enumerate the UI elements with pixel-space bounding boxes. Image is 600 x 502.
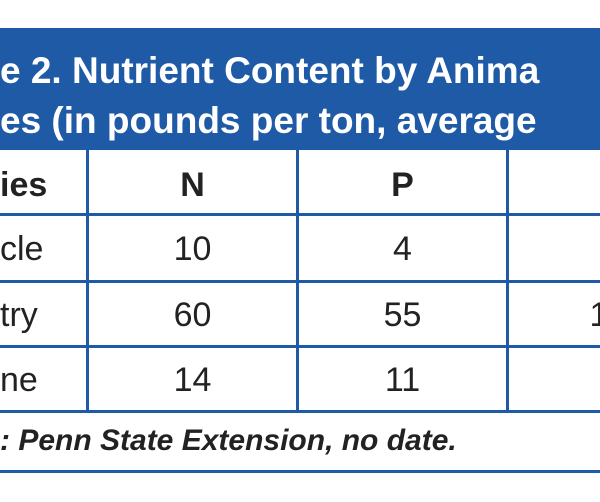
row-line xyxy=(0,280,600,283)
source-note: : Penn State Extension, no date. xyxy=(0,424,457,457)
cell: 10 xyxy=(173,230,212,268)
col-line xyxy=(296,150,299,412)
header-cell: P xyxy=(391,166,414,204)
cell: try xyxy=(0,296,38,334)
title-line: e 2. Nutrient Content by Anima xyxy=(0,50,540,91)
cell: 1 xyxy=(589,296,600,334)
cell: 11 xyxy=(384,361,421,399)
row-line xyxy=(0,213,600,216)
row-line xyxy=(0,410,600,413)
cell: 14 xyxy=(173,361,212,399)
header-cell: N xyxy=(180,166,205,204)
row-line xyxy=(0,345,600,348)
col-line xyxy=(506,150,509,412)
cell: cle xyxy=(0,230,44,268)
title-line: es (in pounds per ton, average xyxy=(0,100,537,141)
cell: 60 xyxy=(173,296,212,334)
header-cell: ies xyxy=(0,166,48,204)
cell: ne xyxy=(0,361,38,399)
cell: 55 xyxy=(383,296,422,334)
cell: 4 xyxy=(393,230,412,268)
col-line xyxy=(86,150,89,412)
title-band: e 2. Nutrient Content by Anima es (in po… xyxy=(0,28,600,150)
row-line xyxy=(0,470,600,473)
